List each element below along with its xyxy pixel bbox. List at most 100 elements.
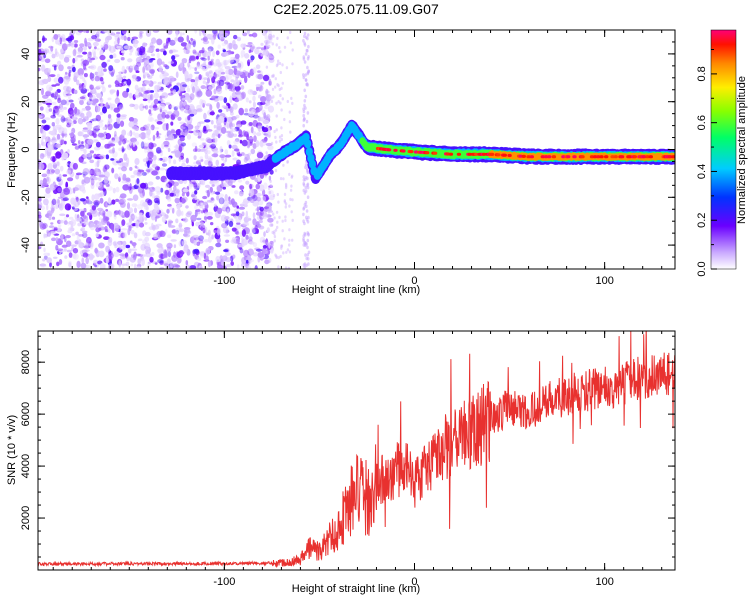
heatmap-cell [250, 55, 255, 61]
heatmap-cell [141, 146, 148, 150]
heatmap-cell [268, 57, 275, 63]
heatmap-cell [255, 248, 263, 252]
heatmap-cell [99, 197, 104, 204]
heatmap-cell [267, 260, 271, 264]
heatmap-cell [254, 265, 258, 269]
heatmap-cell [240, 262, 246, 268]
heatmap-cell [259, 206, 264, 212]
heatmap-cell [305, 242, 308, 246]
heatmap-cell [166, 208, 170, 214]
x-tick-label: 100 [595, 576, 613, 588]
heatmap-cell [38, 214, 42, 219]
heatmap-cell [243, 216, 250, 223]
heatmap-cell [109, 45, 115, 54]
heatmap-cell [91, 205, 96, 211]
heatmap-cell [274, 77, 277, 81]
heatmap-cell [50, 93, 56, 98]
heatmap-cell [206, 216, 213, 220]
heatmap-cell [162, 73, 167, 78]
heatmap-cell [234, 53, 240, 59]
heatmap-cell [182, 84, 188, 87]
heatmap-cell [230, 79, 235, 83]
heatmap-cell [83, 63, 87, 70]
heatmap-cell [59, 213, 66, 217]
heatmap-cell [73, 89, 78, 95]
heatmap-cell [55, 202, 59, 210]
heatmap-cell [279, 177, 283, 181]
heatmap-cell [219, 146, 223, 154]
heatmap-cell [231, 150, 235, 157]
heatmap-cell [209, 144, 216, 149]
heatmap-cell [127, 36, 131, 42]
heatmap-cell [87, 56, 91, 63]
heatmap-cell [252, 95, 256, 102]
heatmap-cell [54, 168, 61, 175]
heatmap-cell [261, 138, 268, 143]
heatmap-cell [107, 227, 111, 233]
heatmap-cell [233, 148, 240, 152]
heatmap-cell [182, 188, 189, 193]
heatmap-cell [226, 208, 230, 214]
heatmap-cell [305, 217, 309, 222]
heatmap-cell [284, 186, 288, 190]
heatmap-cell [237, 243, 245, 248]
heatmap-cell [232, 157, 238, 161]
heatmap-cell [217, 44, 221, 49]
heatmap-cell [268, 54, 275, 61]
heatmap-cell [108, 263, 113, 268]
heatmap-cell [270, 249, 274, 254]
heatmap-cell [103, 178, 109, 186]
heatmap-cell [188, 183, 195, 187]
heatmap-cell [43, 54, 47, 59]
heatmap-cell [128, 207, 134, 214]
heatmap-cell [130, 175, 135, 178]
heatmap-cell [240, 85, 245, 90]
heatmap-cell [144, 80, 151, 85]
heatmap-cell [207, 157, 212, 164]
heatmap-cell [306, 257, 310, 261]
heatmap-cell [74, 43, 78, 48]
heatmap-cell [220, 36, 225, 42]
heatmap-cell [247, 264, 251, 269]
heatmap-cell [232, 254, 236, 259]
heatmap-cell [234, 208, 240, 213]
heatmap-cell [102, 210, 106, 217]
heatmap-cell [227, 131, 234, 138]
heatmap-cell [55, 83, 60, 86]
heatmap-cell [137, 238, 143, 242]
heatmap-cell [264, 105, 270, 110]
heatmap-cell [78, 144, 85, 149]
heatmap-cell [245, 259, 249, 264]
heatmap-cell [265, 40, 269, 44]
heatmap-cell [209, 157, 213, 163]
heatmap-cell [139, 103, 145, 112]
heatmap-cell [161, 163, 168, 167]
heatmap-cell [173, 109, 180, 118]
heatmap-cell [259, 140, 264, 147]
heatmap-cell [56, 73, 60, 78]
heatmap-cell [98, 221, 104, 227]
heatmap-cell [120, 245, 126, 250]
heatmap-cell [247, 140, 251, 148]
heatmap-cell [280, 108, 283, 112]
heatmap-cell [262, 127, 269, 133]
heatmap-cell [238, 107, 244, 116]
heatmap-cell [38, 101, 43, 107]
heatmap-cell [526, 155, 531, 159]
heatmap-cell [82, 128, 89, 133]
heatmap-cell [72, 247, 79, 254]
heatmap-cell [170, 129, 176, 134]
heatmap-cell [42, 184, 45, 189]
heatmap-cell [85, 196, 89, 199]
heatmap-cell [149, 69, 155, 74]
heatmap-cell [72, 206, 75, 210]
heatmap-cell [48, 168, 55, 175]
heatmap-cell [71, 233, 76, 237]
heatmap-cell [221, 42, 227, 47]
heatmap-cell [185, 123, 189, 127]
heatmap-cell [284, 182, 288, 186]
heatmap-cell [125, 177, 131, 182]
heatmap-cell [121, 148, 125, 152]
heatmap-cell [222, 186, 226, 190]
